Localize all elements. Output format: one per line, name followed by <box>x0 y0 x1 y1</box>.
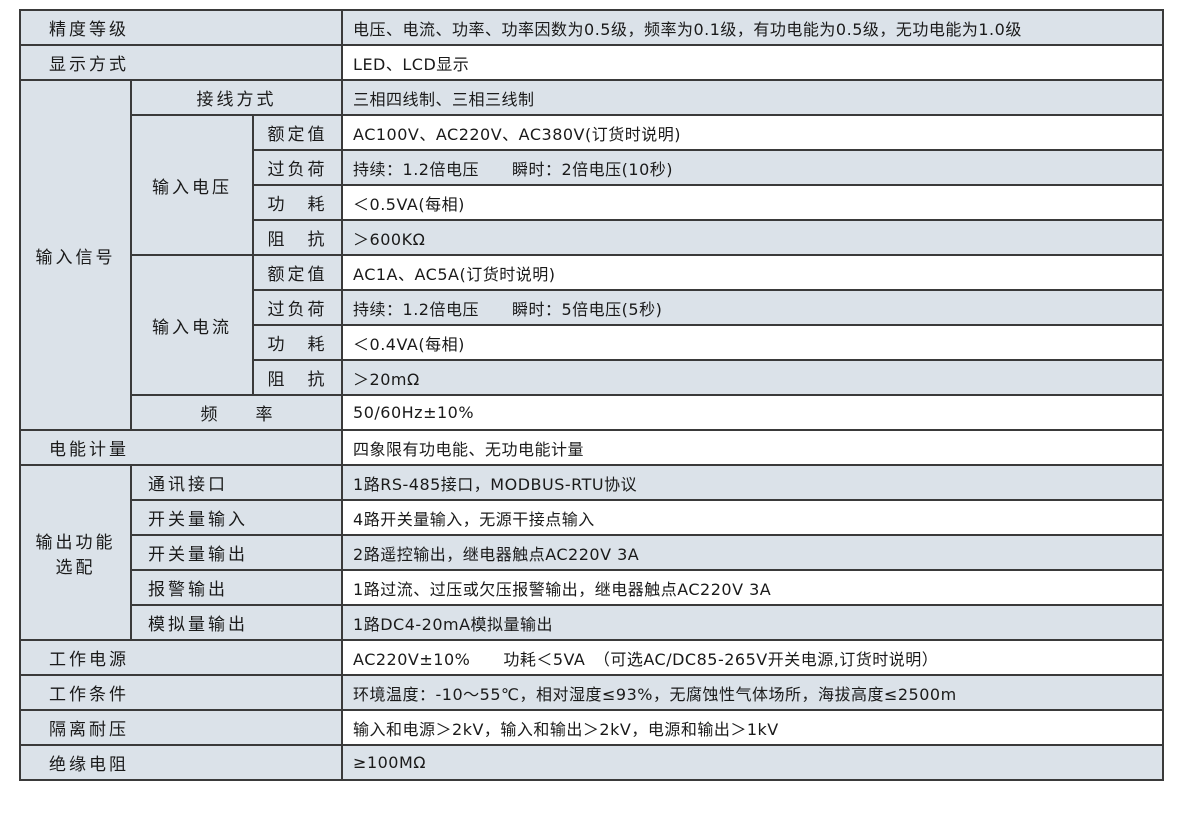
row-wiring: 输入信号 接线方式 三相四线制、三相三线制 <box>19 79 1165 431</box>
label-wiring: 接线方式 <box>129 79 344 116</box>
row-frequency: 频率 50/60Hz±10% <box>20 394 1165 431</box>
row-current-overload: 过负荷 持续：1.2倍电压 瞬时：5倍电压(5秒) <box>20 289 1165 326</box>
value-comm: 1路RS-485接口，MODBUS-RTU协议 <box>341 464 1165 501</box>
row-voltage-rated: 输入电压 额定值 AC100V、AC220V、AC380V(订货时说明) <box>20 114 1165 256</box>
label-output-line1: 输出功能 <box>35 532 116 553</box>
value-current-power: ＜0.4VA(每相) <box>341 324 1165 361</box>
label-output: 输出功能 选配 <box>19 464 132 641</box>
row-insulation: 绝缘电阻 ≥100MΩ <box>18 744 1165 781</box>
spec-table: 精度等级 电压、电流、功率、功率因数为0.5级，频率为0.1级，有功电能为0.5… <box>18 9 1165 781</box>
value-display: LED、LCD显示 <box>341 44 1165 81</box>
value-accuracy: 电压、电流、功率、功率因数为0.5级，频率为0.1级，有功电能为0.5级，无功电… <box>341 9 1165 46</box>
label-voltage-impedance: 阻 抗 <box>251 219 344 256</box>
value-do: 2路遥控输出，继电器触点AC220V 3A <box>341 534 1165 571</box>
row-current-rated: 输入电流 额定值 AC1A、AC5A(订货时说明) <box>20 254 1165 396</box>
row-power-supply: 工作电源 AC220V±10% 功耗＜5VA （可选AC/DC85-265V开关… <box>18 639 1165 676</box>
row-alarm: 报警输出 1路过流、过压或欠压报警输出，继电器触点AC220V 3A <box>20 569 1165 606</box>
label-energy: 电能计量 <box>18 429 344 466</box>
label-power-supply: 工作电源 <box>18 639 344 676</box>
value-power-supply: AC220V±10% 功耗＜5VA （可选AC/DC85-265V开关电源,订货… <box>341 639 1165 676</box>
row-do: 开关量输出 2路遥控输出，继电器触点AC220V 3A <box>20 534 1165 571</box>
label-analog: 模拟量输出 <box>129 604 344 641</box>
label-conditions: 工作条件 <box>18 674 344 711</box>
value-current-impedance: ＞20mΩ <box>341 359 1165 396</box>
row-voltage-impedance: 阻 抗 ＞600KΩ <box>20 219 1165 256</box>
label-current-power: 功 耗 <box>251 324 344 361</box>
value-wiring: 三相四线制、三相三线制 <box>341 79 1165 116</box>
label-input-signal: 输入信号 <box>19 79 132 431</box>
label-alarm: 报警输出 <box>129 569 344 606</box>
value-frequency: 50/60Hz±10% <box>341 394 1165 431</box>
row-display: 显示方式 LED、LCD显示 <box>18 44 1165 81</box>
label-do: 开关量输出 <box>129 534 344 571</box>
value-conditions: 环境温度：-10～55℃，相对湿度≤93%，无腐蚀性气体场所，海拔高度≤2500… <box>341 674 1165 711</box>
value-di: 4路开关量输入，无源干接点输入 <box>341 499 1165 536</box>
row-voltage-power: 功 耗 ＜0.5VA(每相) <box>20 184 1165 221</box>
label-current-rated: 额定值 <box>251 254 344 291</box>
label-voltage-rated: 额定值 <box>251 114 344 151</box>
row-comm: 输出功能 选配 通讯接口 1路RS-485接口，MODBUS-RTU协议 <box>19 464 1165 641</box>
label-current-overload: 过负荷 <box>251 289 344 326</box>
label-voltage-power: 功 耗 <box>251 184 344 221</box>
label-di: 开关量输入 <box>129 499 344 536</box>
label-comm: 通讯接口 <box>129 464 344 501</box>
value-analog: 1路DC4-20mA模拟量输出 <box>341 604 1165 641</box>
row-di: 开关量输入 4路开关量输入，无源干接点输入 <box>20 499 1165 536</box>
row-energy: 电能计量 四象限有功电能、无功电能计量 <box>18 429 1165 466</box>
row-current-impedance: 阻 抗 ＞20mΩ <box>20 359 1165 396</box>
value-insulation: ≥100MΩ <box>341 744 1165 781</box>
value-current-overload: 持续：1.2倍电压 瞬时：5倍电压(5秒) <box>341 289 1165 326</box>
label-current-impedance: 阻 抗 <box>251 359 344 396</box>
value-energy: 四象限有功电能、无功电能计量 <box>341 429 1165 466</box>
label-insulation: 绝缘电阻 <box>18 744 344 781</box>
label-accuracy: 精度等级 <box>18 9 344 46</box>
row-conditions: 工作条件 环境温度：-10～55℃，相对湿度≤93%，无腐蚀性气体场所，海拔高度… <box>18 674 1165 711</box>
label-frequency: 频率 <box>129 394 344 431</box>
row-analog: 模拟量输出 1路DC4-20mA模拟量输出 <box>20 604 1165 641</box>
row-current-power: 功 耗 ＜0.4VA(每相) <box>20 324 1165 361</box>
value-voltage-overload: 持续：1.2倍电压 瞬时：2倍电压(10秒) <box>341 149 1165 186</box>
label-voltage-overload: 过负荷 <box>251 149 344 186</box>
label-isolation: 隔离耐压 <box>18 709 344 746</box>
row-isolation: 隔离耐压 输入和电源＞2kV，输入和输出＞2kV，电源和输出＞1kV <box>18 709 1165 746</box>
value-voltage-rated: AC100V、AC220V、AC380V(订货时说明) <box>341 114 1165 151</box>
label-input-voltage: 输入电压 <box>130 114 254 256</box>
label-display: 显示方式 <box>18 44 344 81</box>
label-input-current: 输入电流 <box>130 254 254 396</box>
label-output-line2: 选配 <box>55 557 96 578</box>
value-voltage-impedance: ＞600KΩ <box>341 219 1165 256</box>
value-voltage-power: ＜0.5VA(每相) <box>341 184 1165 221</box>
row-voltage-overload: 过负荷 持续：1.2倍电压 瞬时：2倍电压(10秒) <box>20 149 1165 186</box>
value-isolation: 输入和电源＞2kV，输入和输出＞2kV，电源和输出＞1kV <box>341 709 1165 746</box>
row-accuracy: 精度等级 电压、电流、功率、功率因数为0.5级，频率为0.1级，有功电能为0.5… <box>18 9 1165 46</box>
value-alarm: 1路过流、过压或欠压报警输出，继电器触点AC220V 3A <box>341 569 1165 606</box>
value-current-rated: AC1A、AC5A(订货时说明) <box>341 254 1165 291</box>
